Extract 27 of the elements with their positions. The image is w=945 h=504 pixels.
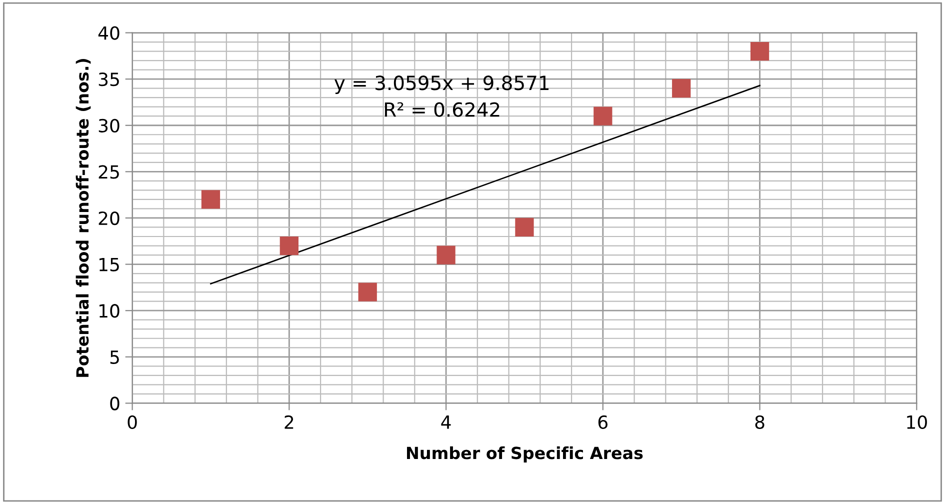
y-tick-label: 15 xyxy=(100,258,119,272)
point xyxy=(201,190,220,209)
annotation: y = 3.0595x + 9.8571 xyxy=(334,76,549,94)
point xyxy=(750,42,770,61)
x-tick-label: 4 xyxy=(441,416,451,429)
x-tick-label: 0 xyxy=(128,415,137,429)
point xyxy=(594,106,612,126)
y-tick-label: 10 xyxy=(100,304,120,318)
y-tick-label: 30 xyxy=(98,118,120,132)
point xyxy=(515,218,534,237)
y-axis-title: Potential flood runoff-route (nos.) xyxy=(76,59,91,377)
y-tick-label: 25 xyxy=(98,165,119,179)
point xyxy=(672,79,691,98)
point xyxy=(436,246,456,264)
x-tick-label: 2 xyxy=(284,415,294,429)
y-tick-label: 20 xyxy=(98,211,120,226)
x-tick-label: 8 xyxy=(755,415,764,429)
point xyxy=(358,282,377,302)
y-tick-label: 5 xyxy=(110,350,119,364)
x-axis-title: Number of Specific Areas xyxy=(407,446,643,462)
x-tick-label: 10 xyxy=(907,415,927,429)
y-tick-label: 0 xyxy=(110,396,120,410)
y-tick-label: 40 xyxy=(98,26,120,40)
annotation: R² = 0.6242 xyxy=(385,102,500,117)
y-tick-label: 35 xyxy=(98,72,119,86)
point xyxy=(280,236,298,256)
x-tick-label: 6 xyxy=(598,415,608,429)
